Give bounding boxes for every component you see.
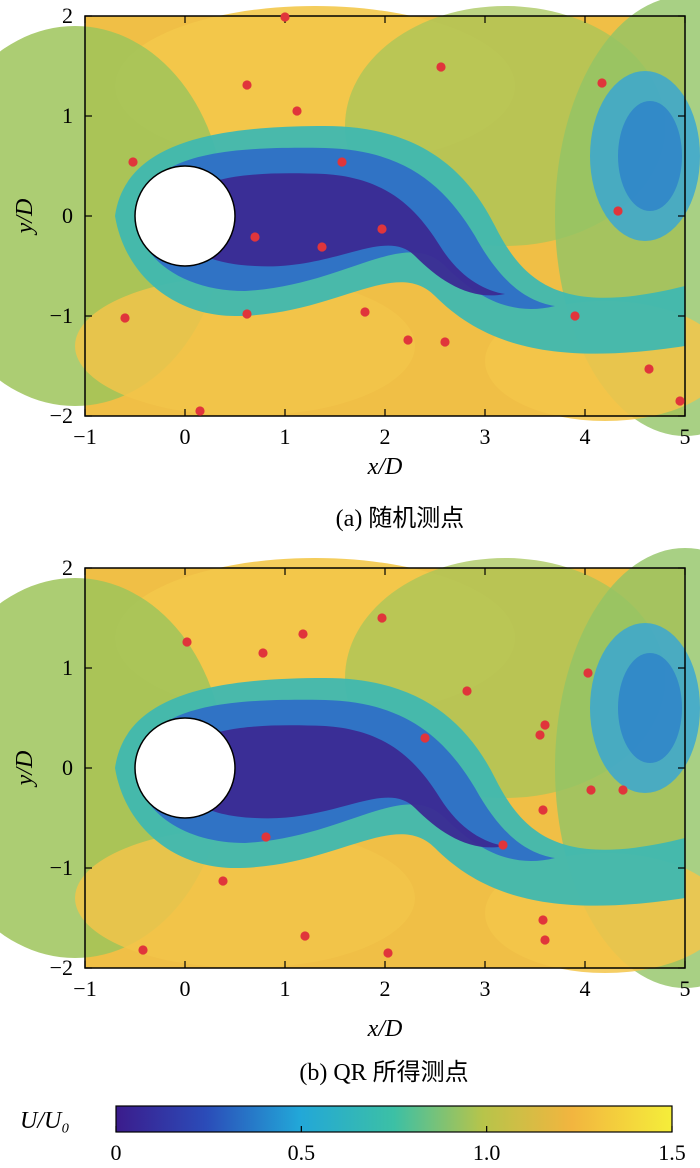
y-tick-label: 2 — [62, 3, 73, 28]
x-tick-label: 4 — [580, 976, 591, 1001]
x-tick-label: 2 — [380, 976, 391, 1001]
y-tick-label: 1 — [62, 655, 73, 680]
colorbar-tick-label: 0.5 — [288, 1140, 316, 1165]
sensor-point — [420, 733, 430, 743]
y-tick-label: 1 — [62, 103, 73, 128]
colorbar-gradient — [115, 1105, 673, 1133]
sensor-point — [675, 396, 685, 406]
sensor-point — [436, 62, 446, 72]
sensor-point — [195, 406, 205, 416]
caption-b: (b) QR 所得测点 — [299, 1059, 468, 1086]
y-tick-label: −1 — [50, 303, 73, 328]
colorbar-tick-label: 1.5 — [658, 1140, 686, 1165]
y-tick-label: −2 — [50, 955, 73, 980]
sensor-point — [383, 948, 393, 958]
x-tick-label: 3 — [480, 424, 491, 449]
sensor-point — [538, 915, 548, 925]
sensor-point — [570, 311, 580, 321]
sensor-point — [182, 637, 192, 647]
sensor-point — [242, 80, 252, 90]
sensor-point — [583, 668, 593, 678]
sensor-point — [128, 157, 138, 167]
y-tick-label: 0 — [62, 755, 73, 780]
sensor-point — [138, 945, 148, 955]
sensor-point — [535, 730, 545, 740]
x-tick-label: 0 — [180, 424, 191, 449]
colorbar: U/U₀ 0 0.5 1.0 1.5 — [20, 1105, 686, 1165]
sensor-point — [218, 876, 228, 886]
colorbar-tick-label: 0 — [111, 1140, 122, 1165]
x-tick-label: 0 — [180, 976, 191, 1001]
sensor-point — [250, 232, 260, 242]
x-tick-label: 2 — [380, 424, 391, 449]
sensor-point — [120, 313, 130, 323]
sensor-point — [377, 224, 387, 234]
sensor-point — [540, 935, 550, 945]
y-axis-label-b: y/D — [12, 751, 38, 788]
y-tick-label: 0 — [62, 203, 73, 228]
sensor-point — [242, 309, 252, 319]
sensor-point — [261, 832, 271, 842]
sensor-point — [300, 931, 310, 941]
x-axis-label-b: x/D — [367, 1016, 403, 1042]
sensor-point — [462, 686, 472, 696]
colorbar-tick-label: 1.0 — [473, 1140, 501, 1165]
x-tick-label: 3 — [480, 976, 491, 1001]
sensor-point — [498, 840, 508, 850]
x-tick-label: 4 — [580, 424, 591, 449]
sensor-point — [613, 206, 623, 216]
x-tick-label: −1 — [73, 976, 96, 1001]
y-tick-label: −1 — [50, 855, 73, 880]
sensor-point — [440, 337, 450, 347]
sensor-point — [618, 785, 628, 795]
x-axis-label-a: x/D — [367, 454, 403, 480]
sensor-point — [586, 785, 596, 795]
sensor-point — [403, 335, 413, 345]
caption-a: (a) 随机测点 — [336, 505, 465, 532]
sensor-point — [644, 364, 654, 374]
y-axis-label-a: y/D — [12, 199, 38, 236]
x-tick-label: 1 — [280, 424, 291, 449]
sensor-point — [540, 720, 550, 730]
sensor-point — [258, 648, 268, 658]
y-tick-label: −2 — [50, 403, 73, 428]
x-tick-label: −1 — [73, 424, 96, 449]
y-tick-label: 2 — [62, 555, 73, 580]
sensor-point — [280, 12, 290, 22]
sensor-point — [597, 78, 607, 88]
sensor-point — [538, 805, 548, 815]
sensor-point — [317, 242, 327, 252]
x-tick-label: 5 — [680, 424, 691, 449]
colorbar-label: U/U₀ — [20, 1108, 70, 1134]
sensor-point — [298, 629, 308, 639]
sensor-point — [360, 307, 370, 317]
heatmap-b — [0, 547, 700, 989]
sensor-point — [377, 613, 387, 623]
x-tick-label: 5 — [680, 976, 691, 1001]
heatmap-a — [0, 0, 700, 437]
x-tick-label: 1 — [280, 976, 291, 1001]
sensor-point — [292, 106, 302, 116]
sensor-point — [337, 157, 347, 167]
